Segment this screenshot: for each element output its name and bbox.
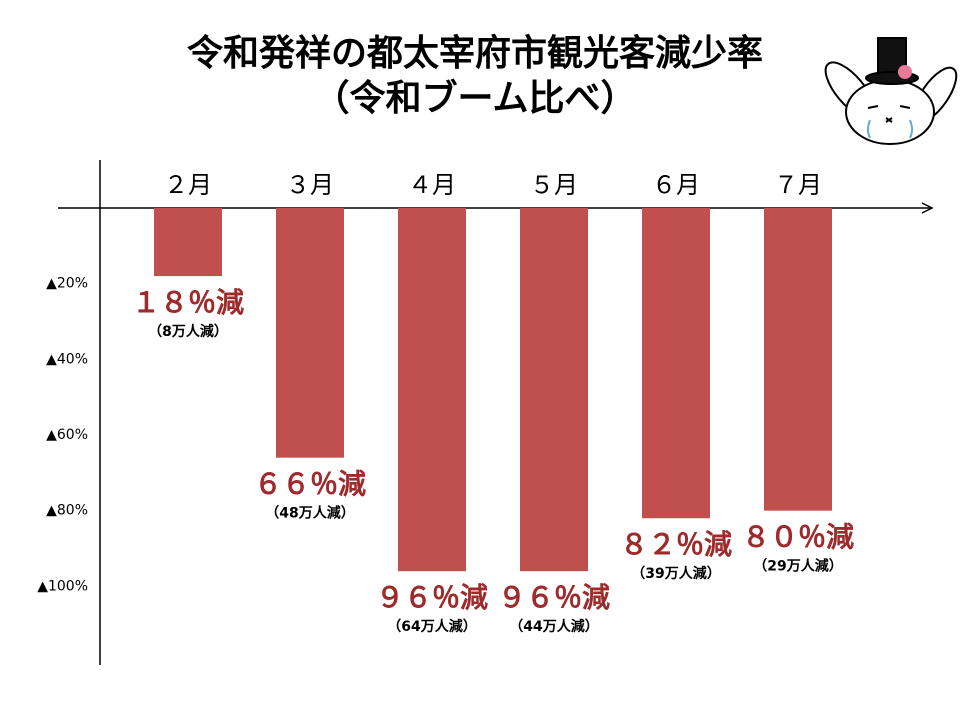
bar — [398, 208, 466, 572]
count-label: （44万人減） — [509, 618, 598, 635]
value-label: ９６％減 — [376, 581, 488, 614]
value-label: ９６％減 — [498, 581, 610, 614]
x-tick-label: ３月 — [286, 171, 334, 199]
x-tick-label: ７月 — [774, 171, 822, 199]
x-tick-label: ５月 — [530, 171, 578, 199]
count-label: （48万人減） — [265, 505, 354, 522]
chart-subtitle: （令和ブーム比べ） — [314, 77, 637, 119]
bar — [764, 208, 832, 511]
mascot — [824, 37, 958, 145]
bar — [154, 208, 222, 277]
value-label: ８０％減 — [742, 521, 854, 554]
chart-title: 令和発祥の都太宰府市観光客減少率 — [187, 32, 763, 74]
value-label: ６６％減 — [254, 468, 366, 501]
x-tick-label: ４月 — [408, 171, 456, 199]
count-label: （8万人減） — [148, 323, 228, 340]
bar — [276, 208, 344, 458]
bar — [642, 208, 710, 519]
value-label: １８％減 — [132, 286, 244, 319]
y-tick-label: ▲80% — [46, 503, 88, 519]
x-tick-label: ２月 — [164, 171, 212, 199]
count-label: （29万人減） — [753, 558, 842, 575]
y-tick-label: ▲60% — [46, 427, 88, 443]
y-tick-label: ▲20% — [46, 276, 88, 292]
y-tick-label: ▲40% — [46, 351, 88, 367]
count-label: （64万人減） — [387, 618, 476, 635]
value-label: ８２％減 — [620, 528, 732, 561]
y-tick-label: ▲100% — [37, 578, 88, 594]
count-label: （39万人減） — [631, 565, 720, 582]
x-tick-label: ６月 — [652, 171, 700, 199]
axis-arrow — [921, 202, 934, 214]
bar — [520, 208, 588, 572]
